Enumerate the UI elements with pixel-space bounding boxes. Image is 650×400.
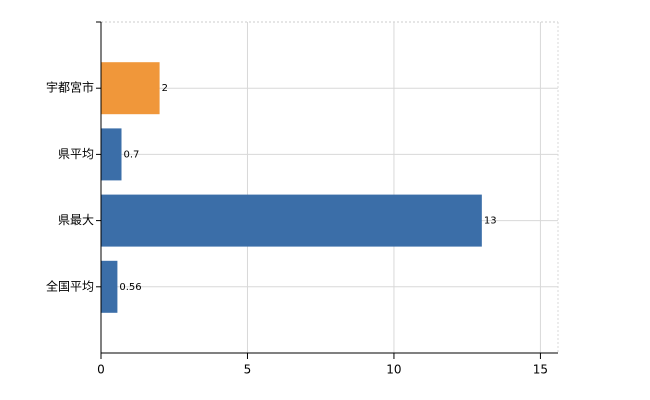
value-label: 13 <box>484 216 497 227</box>
value-label: 0.7 <box>124 149 140 160</box>
bar <box>101 194 482 247</box>
x-tick-label: 10 <box>386 363 401 377</box>
y-tick-label: 県平均 <box>58 147 94 161</box>
bar <box>101 62 160 115</box>
x-tick-label: 15 <box>533 363 548 377</box>
y-tick-label: 宇都宮市 <box>46 80 94 95</box>
bar <box>101 128 122 181</box>
bar <box>101 260 118 313</box>
value-label: 2 <box>162 83 168 94</box>
x-tick-label: 0 <box>97 363 105 377</box>
value-label: 0.56 <box>119 282 141 293</box>
x-tick-label: 5 <box>244 363 252 377</box>
y-tick-label: 県最大 <box>58 213 94 227</box>
y-tick-label: 全国平均 <box>46 278 94 293</box>
